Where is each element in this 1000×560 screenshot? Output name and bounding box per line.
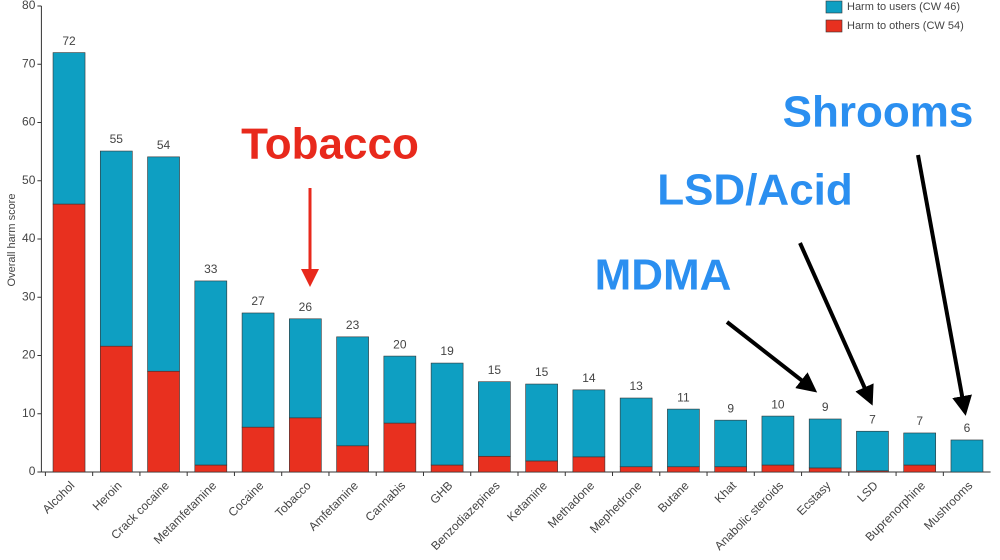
bar-segment (147, 370, 180, 473)
x-tick-label: Ketamine (504, 478, 550, 524)
bar-segment (572, 456, 606, 473)
y-tick-label: 30 (22, 289, 36, 303)
bar-segment (241, 312, 275, 428)
bar-segment (430, 464, 464, 473)
x-tick-label: Cocaine (225, 478, 266, 519)
x-tick-label: Cannabis (362, 478, 408, 524)
bar-segment (194, 464, 228, 473)
legend-label: Harm to users (CW 46) (847, 1, 960, 13)
annotation-arrow (725, 320, 818, 393)
bar-segment (241, 426, 275, 473)
bar-segment (856, 430, 889, 472)
y-axis-label: Overall harm score (6, 194, 18, 287)
bar-segment (950, 439, 984, 473)
x-tick-label: Tobacco (272, 478, 314, 520)
y-tick-label: 80 (22, 0, 36, 12)
x-tick-label: Amfetamine (306, 478, 361, 533)
total-label: 54 (157, 138, 171, 152)
bar-segment (99, 345, 133, 473)
bar-segment (761, 415, 795, 466)
bar-segment (667, 466, 700, 473)
bar-segment (667, 408, 700, 468)
y-tick-label: 40 (22, 231, 36, 245)
total-label: 26 (299, 300, 313, 314)
bar-segment (808, 418, 842, 469)
legend-swatch (825, 0, 843, 14)
total-label: 72 (62, 34, 76, 48)
x-tick-label: Alcohol (40, 478, 78, 516)
bar-segment (572, 389, 606, 458)
total-label: 6 (964, 421, 971, 435)
bar-segment (478, 381, 511, 457)
legend-swatch (825, 19, 843, 33)
y-tick-label: 10 (22, 406, 36, 420)
annotation: Shrooms (783, 88, 974, 137)
total-label: 33 (204, 262, 218, 276)
annotation: MDMA (595, 251, 732, 300)
x-tick-label: Mushrooms (921, 478, 975, 532)
bar-segment (430, 362, 464, 466)
total-label: 23 (346, 318, 360, 332)
total-label: 14 (582, 371, 596, 385)
bar-segment (619, 466, 653, 473)
total-label: 55 (110, 132, 124, 146)
y-tick-label: 20 (22, 348, 36, 362)
bar-segment (336, 336, 369, 447)
bar-segment (289, 417, 322, 473)
total-label: 9 (727, 401, 734, 415)
bar-segment (525, 383, 558, 462)
total-label: 13 (629, 379, 643, 393)
bar-segment (52, 52, 86, 205)
annotation-arrow (916, 154, 972, 416)
total-label: 11 (677, 390, 690, 404)
bar-segment (336, 445, 369, 473)
x-tick-label: Heroin (90, 478, 125, 513)
y-tick-label: 50 (22, 173, 36, 187)
x-tick-label: Butane (655, 478, 692, 515)
x-tick-label: GHB (427, 478, 455, 506)
total-label: 15 (488, 363, 502, 377)
bar-segment (289, 318, 322, 419)
total-label: 27 (251, 294, 265, 308)
total-label: 20 (393, 337, 407, 351)
annotation-arrow (798, 242, 874, 406)
annotation: Tobacco (241, 120, 419, 169)
bar-segment (52, 203, 86, 473)
y-tick-label: 60 (22, 115, 36, 129)
bar-segment (761, 464, 795, 473)
y-tick-label: 0 (29, 464, 36, 478)
y-tick-label: 70 (22, 56, 36, 70)
bar-segment (383, 355, 417, 424)
x-tick-label: Khat (712, 478, 740, 506)
total-label: 7 (869, 412, 876, 426)
bar-segment (99, 150, 133, 347)
x-tick-label: LSD (854, 478, 881, 505)
bar-segment (714, 419, 747, 468)
annotation: LSD/Acid (657, 166, 853, 215)
bar-segment (383, 422, 417, 473)
bar-segment (525, 460, 558, 473)
bar-segment (478, 455, 511, 473)
total-label: 15 (535, 365, 549, 379)
bar-segment (714, 466, 747, 473)
x-tick-label: Ecstasy (794, 478, 834, 518)
bar-segment (903, 432, 937, 466)
bar-segment (194, 280, 228, 466)
total-label: 19 (440, 344, 454, 358)
bar-segment (619, 397, 653, 468)
bar-segment (903, 464, 937, 473)
total-label: 9 (822, 400, 829, 414)
total-label: 7 (916, 414, 923, 428)
total-label: 10 (771, 397, 785, 411)
bar-segment (808, 467, 842, 473)
legend-label: Harm to others (CW 54) (847, 20, 964, 32)
bar-segment (147, 156, 180, 372)
